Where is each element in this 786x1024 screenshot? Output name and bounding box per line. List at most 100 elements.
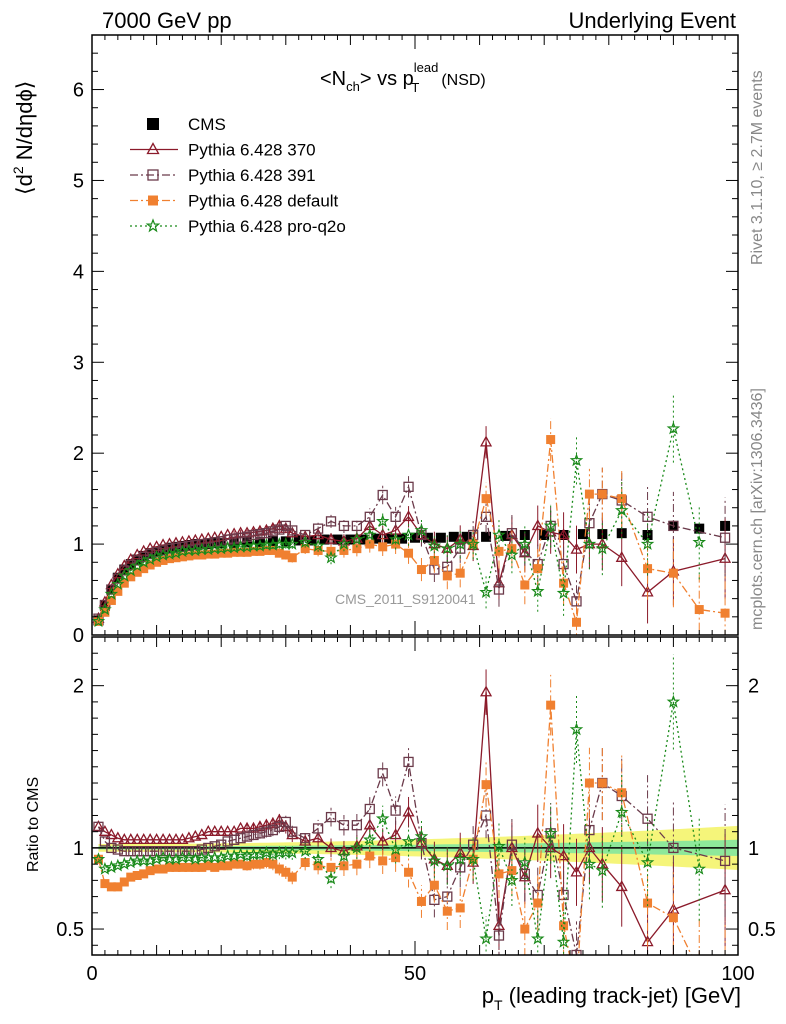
data-point [267,824,279,836]
data-point [221,824,234,836]
data-point [338,820,350,831]
data-point [324,532,338,544]
data-point [481,494,491,504]
series-pythia-6-428-default [93,674,726,955]
data-point [364,803,375,815]
data-point [139,869,149,879]
data-point [642,813,653,824]
data-point [481,780,491,790]
data-point [571,949,582,955]
data-point [261,826,272,837]
data-point [215,824,228,836]
data-point [281,550,291,560]
ratio-y-tick-label: 0.5 [56,919,84,941]
data-point [668,842,679,854]
data-point [156,850,170,864]
data-point [162,546,177,560]
data-point [227,540,241,554]
data-point [557,528,570,540]
data-point [531,826,544,838]
data-point [254,537,265,548]
data-point [203,549,213,559]
data-point [169,833,183,845]
ratio-y-tick-label-right: 1 [748,838,759,860]
data-point [427,853,442,867]
data-point [570,542,583,554]
legend-label: Pythia 6.428 391 [188,166,316,185]
data-point [234,821,247,833]
x-tick-label: 0 [86,963,97,985]
data-point [363,818,376,830]
data-point [530,584,545,598]
data-point [171,553,181,563]
ratio-frame [91,636,739,956]
main-ylabel-part2: N/dηdϕ⟩ [12,81,37,167]
data-point [362,527,377,541]
data-point [249,859,258,869]
data-point [113,882,123,892]
data-point [100,879,110,889]
data-point [203,861,213,871]
data-point [214,541,228,555]
data-point [390,805,401,816]
data-point [124,833,137,845]
data-point [500,530,511,541]
data-point [312,831,325,843]
data-point [556,934,571,948]
data-point [287,553,297,563]
data-point [584,824,595,836]
data-point [643,898,653,908]
data-point [113,586,123,596]
data-point [719,855,731,867]
data-point [404,548,414,558]
data-point [533,898,543,908]
data-point [93,854,103,864]
data-point [614,503,629,517]
data-point [569,453,584,467]
data-point [233,847,248,861]
data-point [112,844,123,855]
data-point [668,568,678,578]
data-point [402,805,415,817]
mcplots-label: mcplots.cern.ch [arXiv:1306.3436] [749,388,766,630]
data-point [312,523,324,534]
data-point [312,528,325,540]
data-point [210,549,220,559]
legend-marker [146,142,160,155]
data-point [287,525,298,536]
data-point [312,823,324,834]
data-point [530,931,545,945]
data-point [401,527,416,541]
data-point [531,519,544,531]
data-point [132,567,142,577]
data-point [494,869,504,879]
data-point [365,539,375,549]
data-point [559,578,569,588]
data-point [572,617,581,627]
data-point [92,614,106,628]
data-point [145,560,155,570]
data-point [249,546,258,556]
data-point [104,586,119,600]
series-line [97,428,700,622]
data-point [352,859,362,869]
data-point [132,871,142,880]
legend-label: CMS [188,115,226,134]
data-point [177,552,187,562]
rivet-label: Rivet 3.1.10, ≥ 2.7M events [749,70,766,265]
data-point [492,839,506,853]
data-point [106,595,116,605]
series-line [97,701,700,943]
data-point [479,931,493,945]
data-point [106,882,116,892]
data-point [615,880,628,892]
data-point [216,548,226,558]
data-point [377,768,388,779]
main-ylabel: ⟨d2 N/dηdϕ⟩ [10,81,37,195]
data-point [324,550,338,564]
data-point [597,489,607,499]
data-point [306,535,317,546]
data-point [584,489,594,499]
data-point [350,840,364,854]
data-point [190,862,200,872]
